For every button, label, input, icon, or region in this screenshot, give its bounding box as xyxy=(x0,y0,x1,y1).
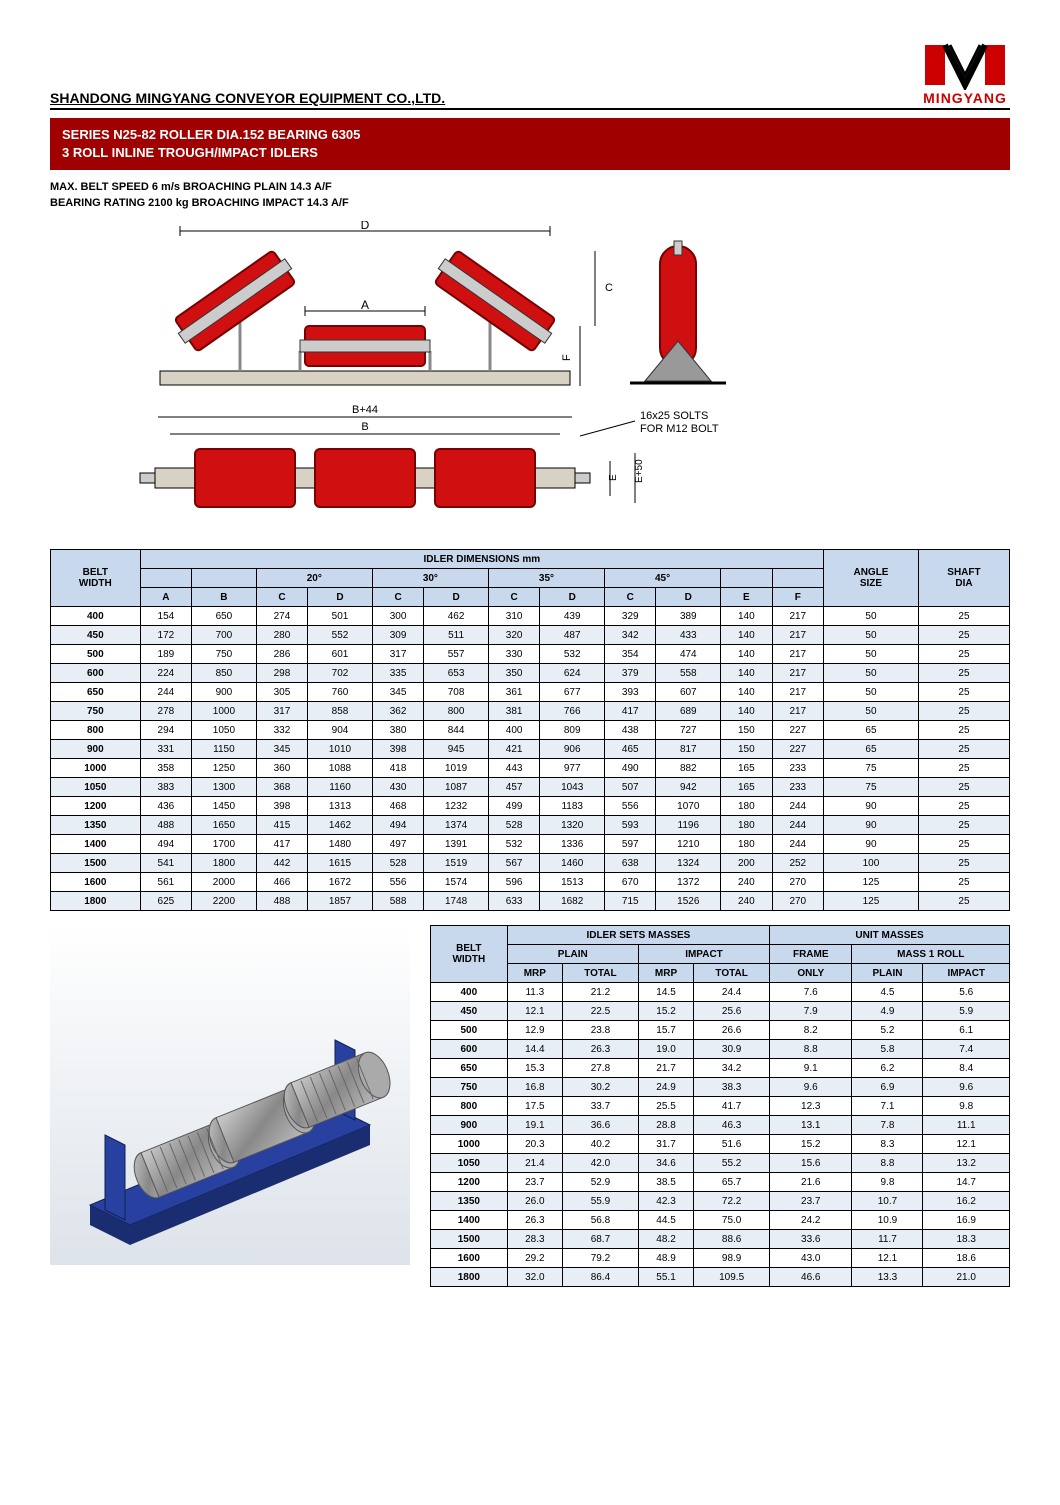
brand-logo: MINGYANG xyxy=(920,40,1010,106)
table-row: 150028.368.748.288.633.611.718.3 xyxy=(431,1230,1010,1249)
table-row: 1350488165041514624941374528132059311961… xyxy=(51,816,1010,835)
technical-diagram: D A C F B+44 B 16x25 SOLTS FOR M12 BOLT … xyxy=(50,221,1010,541)
table-row: 1500541180044216155281519567146063813242… xyxy=(51,854,1010,873)
table-row: 8002941050332904380844400809438727150227… xyxy=(51,721,1010,740)
table-row: 1800625220048818575881748633168271515262… xyxy=(51,892,1010,911)
table-row: 1000358125036010884181019443977490882165… xyxy=(51,759,1010,778)
col-angle-size: ANGLESIZE xyxy=(824,550,919,607)
table-row: 1600561200046616725561574596151367013722… xyxy=(51,873,1010,892)
table-row: 1400494170041714804971391532133659712101… xyxy=(51,835,1010,854)
table-row: 6002248502987023356533506243795581402175… xyxy=(51,664,1010,683)
table-row: 65015.327.821.734.29.16.28.4 xyxy=(431,1059,1010,1078)
company-name: SHANDONG MINGYANG CONVEYOR EQUIPMENT CO.… xyxy=(50,90,445,106)
table-row: 80017.533.725.541.712.37.19.8 xyxy=(431,1097,1010,1116)
table-row: 1200436145039813134681232499118355610701… xyxy=(51,797,1010,816)
table-row: 60014.426.319.030.98.85.87.4 xyxy=(431,1040,1010,1059)
table-row: 40011.321.214.524.47.64.55.6 xyxy=(431,983,1010,1002)
table-row: 6502449003057603457083616773936071402175… xyxy=(51,683,1010,702)
table-row: 7502781000317858362800381766417689140217… xyxy=(51,702,1010,721)
title-line2: 3 ROLL INLINE TROUGH/IMPACT IDLERS xyxy=(62,144,998,162)
svg-text:F: F xyxy=(561,354,573,361)
svg-text:A: A xyxy=(361,298,369,312)
table-row: 140026.356.844.575.024.210.916.9 xyxy=(431,1211,1010,1230)
table-row: 45012.122.515.225.67.94.95.9 xyxy=(431,1002,1010,1021)
table-row: 105021.442.034.655.215.68.813.2 xyxy=(431,1154,1010,1173)
dimensions-table: BELTWIDTH IDLER DIMENSIONS mm ANGLESIZE … xyxy=(50,549,1010,911)
table-row: 9003311150345101039894542190646581715022… xyxy=(51,740,1010,759)
page-header: SHANDONG MINGYANG CONVEYOR EQUIPMENT CO.… xyxy=(50,40,1010,110)
table-row: 120023.752.938.565.721.69.814.7 xyxy=(431,1173,1010,1192)
svg-text:C: C xyxy=(605,282,613,294)
svg-text:B+44: B+44 xyxy=(352,404,378,416)
table-row: 180032.086.455.1109.546.613.321.0 xyxy=(431,1268,1010,1287)
table-row: 75016.830.224.938.39.66.99.6 xyxy=(431,1078,1010,1097)
spec-line1: MAX. BELT SPEED 6 m/s BROACHING PLAIN 14… xyxy=(50,180,1010,195)
table-row: 100020.340.231.751.615.28.312.1 xyxy=(431,1135,1010,1154)
col-belt-width: BELTWIDTH xyxy=(51,550,141,607)
masses-table: BELTWIDTH IDLER SETS MASSES UNIT MASSES … xyxy=(430,925,1010,1287)
brand-text: MINGYANG xyxy=(920,90,1010,106)
table-row: 5001897502866013175573305323544741402175… xyxy=(51,645,1010,664)
table-row: 1050383130036811604301087457104350794216… xyxy=(51,778,1010,797)
title-bar: SERIES N25-82 ROLLER DIA.152 BEARING 630… xyxy=(50,118,1010,170)
table-row: 90019.136.628.846.313.17.811.1 xyxy=(431,1116,1010,1135)
svg-text:16x25 SOLTS: 16x25 SOLTS xyxy=(640,410,708,422)
spec-line2: BEARING RATING 2100 kg BROACHING IMPACT … xyxy=(50,196,1010,211)
title-line1: SERIES N25-82 ROLLER DIA.152 BEARING 630… xyxy=(62,126,998,144)
svg-text:E+50: E+50 xyxy=(634,459,645,483)
product-render xyxy=(50,925,410,1287)
svg-text:E: E xyxy=(608,474,619,481)
spec-lines: MAX. BELT SPEED 6 m/s BROACHING PLAIN 14… xyxy=(50,180,1010,211)
table-row: 135026.055.942.372.223.710.716.2 xyxy=(431,1192,1010,1211)
svg-text:B: B xyxy=(361,421,368,433)
svg-text:FOR M12 BOLT: FOR M12 BOLT xyxy=(640,423,719,435)
svg-text:D: D xyxy=(361,221,370,232)
col-belt-width2: BELTWIDTH xyxy=(431,926,508,983)
table-row: 50012.923.815.726.68.25.26.1 xyxy=(431,1021,1010,1040)
table-row: 4001546502745013004623104393293891402175… xyxy=(51,607,1010,626)
table-row: 4501727002805523095113204873424331402175… xyxy=(51,626,1010,645)
table-row: 160029.279.248.998.943.012.118.6 xyxy=(431,1249,1010,1268)
col-idler-dims: IDLER DIMENSIONS mm xyxy=(140,550,823,569)
col-shaft-dia: SHAFTDIA xyxy=(918,550,1009,607)
